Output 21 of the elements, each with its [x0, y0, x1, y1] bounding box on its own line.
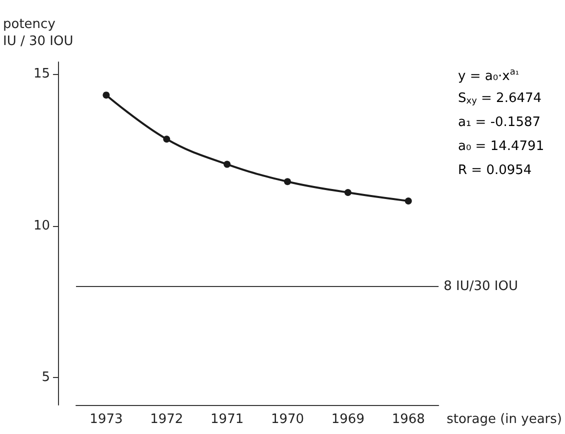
y-tick-label: 10 [33, 218, 50, 234]
point [163, 136, 170, 143]
y-tick-label: 15 [33, 66, 50, 82]
point [344, 189, 352, 196]
x-tick-label: 1969 [331, 412, 364, 427]
point [404, 198, 412, 205]
x-tick-label: 1973 [90, 412, 123, 427]
point [224, 160, 231, 168]
text: a₀ = 14.4791 [458, 139, 544, 154]
x-tick-label: 1970 [270, 412, 304, 427]
x-tick-label: 1971 [210, 412, 244, 427]
text: R = 0.0954 [458, 163, 532, 178]
x-axis-title: storage (in years) [446, 412, 562, 427]
text: a₁ = -0.1587 [458, 115, 541, 130]
y-axis-title: potency IU / 30 IOU [3, 17, 74, 49]
x-tick-label: 1968 [392, 412, 425, 427]
point [102, 92, 110, 99]
x-tick-label: 1972 [150, 412, 184, 427]
ref-line-label: 8 IU/30 IOU [444, 279, 518, 294]
point [284, 178, 292, 186]
y-tick-label: 5 [42, 370, 50, 386]
